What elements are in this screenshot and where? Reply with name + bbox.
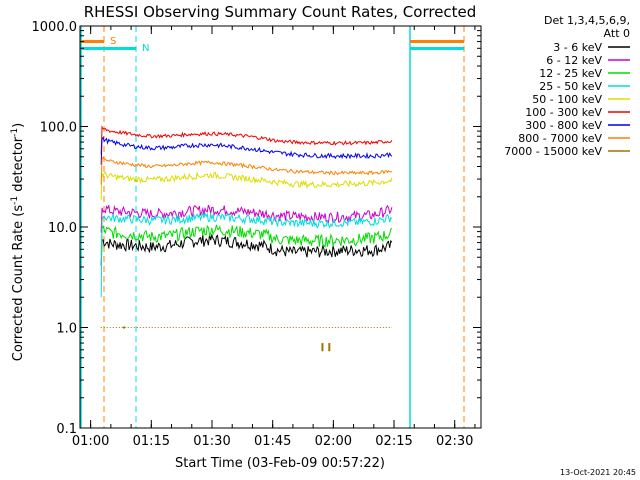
x-tick-label: 01:45 (254, 434, 291, 449)
y-tick-label: 100.0 (40, 121, 77, 136)
saa-bar (410, 40, 464, 43)
y-tick-label: 10.0 (48, 221, 77, 236)
legend-label: 12 - 25 keV (539, 67, 602, 80)
series-line-7 (100, 156, 393, 185)
y-tick-label: 1.0 (56, 322, 77, 337)
legend-label: 300 - 800 keV (525, 119, 602, 132)
x-tick-label: 01:30 (193, 434, 230, 449)
saa-bar (81, 40, 104, 43)
legend-label: 50 - 100 keV (532, 93, 602, 106)
series-line-0 (100, 233, 393, 266)
series-line-1 (100, 204, 393, 233)
series-line-6 (100, 136, 393, 165)
night-marker-label: N (142, 43, 149, 54)
y-axis-label-sup2: -1 (10, 128, 20, 137)
series-line-4 (100, 171, 393, 200)
legend-header-2: Att 0 (604, 27, 630, 40)
x-tick-label: 02:00 (315, 434, 352, 449)
legend-label: 25 - 50 keV (539, 80, 602, 93)
legend-label: 6 - 12 keV (546, 54, 602, 67)
chart-title: RHESSI Observing Summary Count Rates, Co… (84, 3, 477, 21)
y-tick-label: 1000.0 (32, 20, 78, 35)
saa-marker-label: S (110, 36, 116, 47)
series-point-7000-15000 (123, 326, 126, 329)
y-axis-label-b: detector (11, 136, 26, 196)
y-axis-label: Corrected Count Rate (s-1 detector-1) (10, 123, 26, 361)
x-tick-label: 02:30 (436, 434, 473, 449)
x-tick-label: 01:00 (72, 434, 109, 449)
y-axis-label-a: Corrected Count Rate (s (11, 205, 26, 362)
night-bar (410, 47, 464, 50)
y-axis-label-sup1: -1 (10, 196, 20, 205)
legend-label: 7000 - 15000 keV (504, 145, 602, 158)
y-tick-label: 0.1 (56, 422, 77, 437)
legend-label: 800 - 7000 keV (518, 132, 602, 145)
night-bar (81, 47, 136, 50)
y-axis: 0.1 1.0 10.0 100.0 1000.0 (32, 20, 481, 437)
series-line-2 (100, 224, 393, 256)
series-line-3 (100, 211, 393, 298)
plot-area: SN (79, 25, 482, 429)
footer-timestamp: 13-Oct-2021 20:45 (560, 468, 636, 477)
legend-header-1: Det 1,3,4,5,6,9, (544, 14, 630, 27)
legend-label: 3 - 6 keV (553, 41, 602, 54)
x-axis-label: Start Time (03-Feb-09 00:57:22) (175, 456, 385, 471)
legend-label: 100 - 300 keV (525, 106, 602, 119)
series-line-5 (100, 125, 393, 155)
y-axis-label-c: ) (11, 123, 26, 128)
x-tick-label: 02:15 (375, 434, 412, 449)
plot-frame (79, 25, 482, 429)
x-axis: 01:00 01:15 01:30 01:45 02:00 02:15 02:30 (72, 26, 476, 449)
x-tick-label: 01:15 (133, 434, 170, 449)
